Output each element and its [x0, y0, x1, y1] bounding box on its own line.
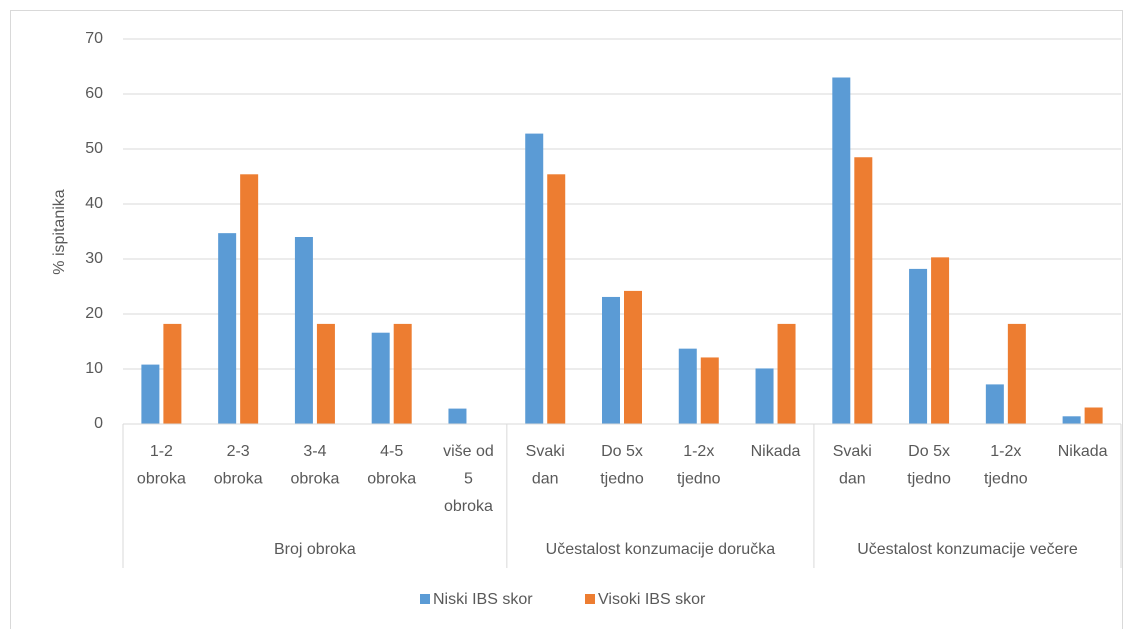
legend-swatch — [585, 594, 595, 604]
y-tick-label: 0 — [94, 415, 103, 432]
x-tick-label: 1-2x — [990, 443, 1021, 460]
bar — [909, 268, 928, 424]
x-tick-label: 3-4 — [303, 443, 326, 460]
x-tick-label: 4-5 — [380, 443, 403, 460]
bar — [448, 408, 467, 424]
bar — [525, 133, 544, 424]
x-tick-label: obroka — [367, 471, 416, 488]
x-tick-label: Do 5x — [908, 443, 950, 460]
bar — [141, 364, 160, 424]
x-tick-label: tjedno — [984, 471, 1028, 488]
x-tick-label: tjedno — [677, 471, 721, 488]
bar — [1007, 323, 1026, 424]
x-tick-label: 2-3 — [227, 443, 250, 460]
bar — [163, 323, 182, 424]
bar — [777, 323, 796, 424]
bar — [755, 368, 774, 424]
x-tick-label: dan — [839, 471, 866, 488]
x-tick-label: Svaki — [526, 443, 565, 460]
x-tick-label: tjedno — [907, 471, 951, 488]
bar — [294, 237, 313, 424]
x-tick-label: Do 5x — [601, 443, 643, 460]
x-tick-label: obroka — [290, 471, 339, 488]
y-tick-label: 70 — [85, 30, 103, 47]
chart-border — [10, 10, 1123, 629]
bar — [985, 384, 1004, 424]
y-tick-label: 10 — [85, 360, 103, 377]
legend-label: Niski IBS skor — [433, 591, 533, 608]
bar — [371, 332, 390, 424]
y-tick-label: 50 — [85, 140, 103, 157]
bar — [218, 233, 237, 424]
bar — [678, 348, 697, 424]
bar — [624, 290, 642, 424]
bar — [602, 296, 620, 424]
x-tick-label: obroka — [137, 471, 186, 488]
group-label: Broj obroka — [274, 541, 356, 558]
y-tick-label: 60 — [85, 85, 103, 102]
x-tick-label: 1-2x — [683, 443, 714, 460]
bar — [393, 323, 412, 424]
legend-label: Visoki IBS skor — [598, 591, 706, 608]
bar — [700, 357, 719, 424]
x-tick-label: 1-2 — [150, 443, 173, 460]
x-tick-label: Svaki — [833, 443, 872, 460]
y-tick-label: 40 — [85, 195, 103, 212]
x-tick-label: obroka — [444, 498, 493, 515]
bar — [931, 257, 950, 424]
y-tick-label: 20 — [85, 305, 103, 322]
bar — [1062, 416, 1081, 424]
legend-swatch — [420, 594, 430, 604]
y-tick-label: 30 — [85, 250, 103, 267]
bar — [832, 77, 851, 424]
bar — [240, 174, 259, 424]
x-tick-label: Nikada — [1058, 443, 1108, 460]
x-tick-label: Nikada — [751, 443, 801, 460]
bar — [1084, 407, 1103, 424]
bar — [316, 323, 335, 424]
x-tick-label: više od — [443, 443, 494, 460]
y-axis-title: % ispitanika — [51, 189, 68, 274]
bar — [854, 157, 873, 424]
x-tick-label: tjedno — [600, 471, 644, 488]
bar — [547, 174, 566, 424]
x-tick-label: dan — [532, 471, 559, 488]
group-label: Učestalost konzumacije doručka — [546, 541, 776, 558]
group-label: Učestalost konzumacije večere — [857, 541, 1078, 558]
x-tick-label: obroka — [214, 471, 263, 488]
x-tick-label: 5 — [464, 471, 473, 488]
